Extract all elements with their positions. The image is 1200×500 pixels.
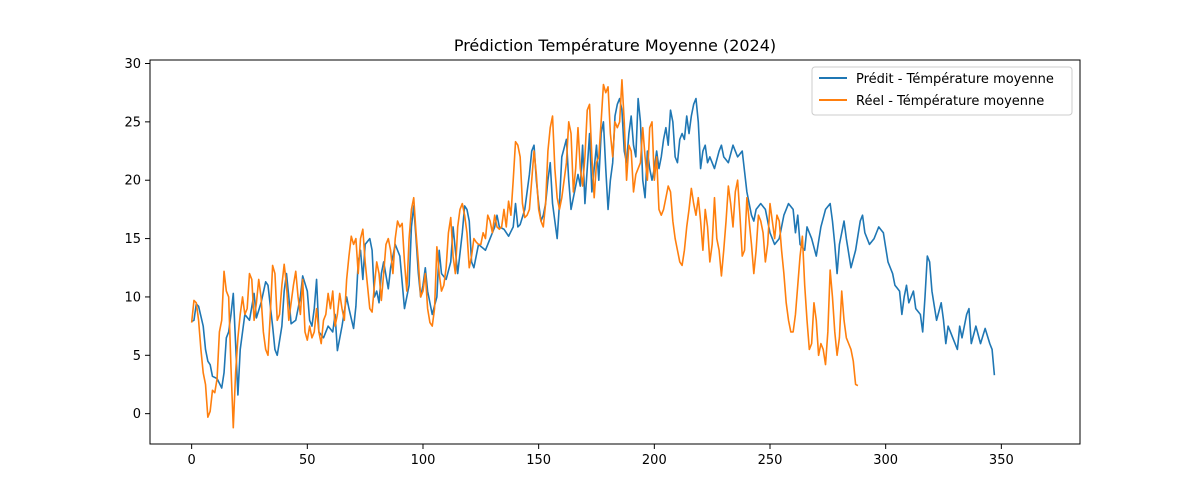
chart-title: Prédiction Température Moyenne (2024)	[454, 36, 776, 55]
plot-frame	[149, 59, 1081, 445]
x-tick-label: 250	[758, 453, 783, 468]
x-tick-label: 350	[989, 453, 1014, 468]
y-tick-label: 0	[133, 407, 141, 422]
y-tick-label: 15	[124, 232, 141, 247]
x-tick-label: 100	[411, 453, 436, 468]
plot-series-group	[190, 79, 996, 429]
x-tick-label: 0	[188, 453, 196, 468]
x-axis: 0 50 100 150 200 250 300 350	[188, 444, 1014, 468]
x-tick-label: 150	[526, 453, 551, 468]
y-tick-label: 5	[133, 349, 141, 364]
y-axis: 0 5 10 15 20 25 30	[124, 57, 150, 422]
y-tick-label: 30	[124, 57, 141, 72]
y-tick-label: 25	[124, 115, 141, 130]
x-tick-label: 300	[873, 453, 898, 468]
series-line-predit	[191, 97, 996, 396]
x-tick-label: 50	[299, 453, 316, 468]
legend-box	[811, 66, 1073, 116]
legend: Prédit - Témpérature moyenne Réel - Témp…	[811, 66, 1073, 116]
y-tick-label: 20	[124, 174, 141, 189]
y-tick-label: 10	[124, 290, 141, 305]
legend-label-predit: Prédit - Témpérature moyenne	[856, 72, 1054, 87]
series-line-reel	[190, 79, 859, 429]
x-tick-label: 200	[642, 453, 667, 468]
legend-label-reel: Réel - Témpérature moyenne	[856, 94, 1044, 109]
